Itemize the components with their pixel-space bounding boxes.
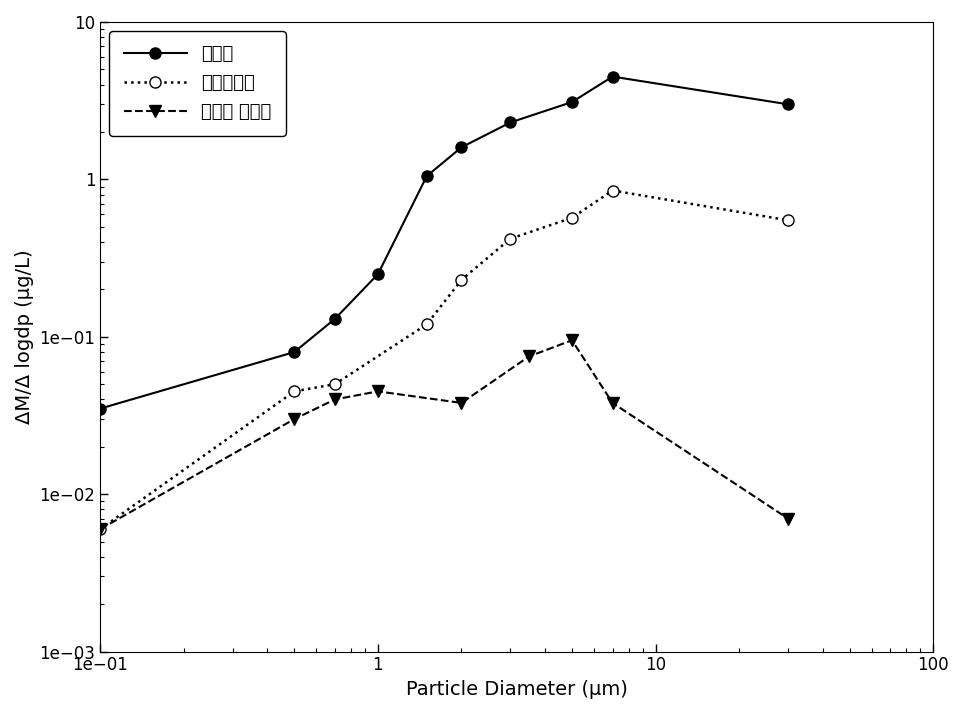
- 비회사일로: [94, 525, 106, 533]
- Y-axis label: ΔM/Δ logdp (μg/L): ΔM/Δ logdp (μg/L): [15, 249, 34, 424]
- 무연탄 하역장: [94, 525, 106, 533]
- 비회사일로: [329, 380, 340, 388]
- 비회사일로: [606, 186, 618, 195]
- Legend: 저탄장, 비회사일로, 무연탄 하역장: 저탄장, 비회사일로, 무연탄 하역장: [109, 31, 286, 136]
- 저탄장: [504, 119, 516, 127]
- Line: 비회사일로: 비회사일로: [94, 185, 793, 535]
- 무연탄 하역장: [456, 398, 468, 407]
- 비회사일로: [566, 213, 577, 222]
- 무연탄 하역장: [372, 387, 384, 396]
- 비회사일로: [456, 276, 468, 284]
- 비회사일로: [782, 216, 793, 224]
- 저탄장: [782, 100, 793, 109]
- 저탄장: [288, 348, 300, 356]
- 저탄장: [606, 72, 618, 81]
- 저탄장: [372, 270, 384, 278]
- 비회사일로: [504, 234, 516, 243]
- X-axis label: Particle Diameter (μm): Particle Diameter (μm): [406, 680, 628, 699]
- 저탄장: [329, 315, 340, 323]
- 비회사일로: [288, 387, 300, 396]
- 무연탄 하역장: [566, 336, 577, 345]
- 저탄장: [566, 98, 577, 106]
- 무연탄 하역장: [782, 514, 793, 523]
- 저탄장: [456, 143, 468, 151]
- 무연탄 하역장: [523, 352, 535, 361]
- Line: 무연탄 하역장: 무연탄 하역장: [94, 335, 793, 535]
- Line: 저탄장: 저탄장: [94, 71, 793, 414]
- 무연탄 하역장: [606, 398, 618, 407]
- 무연탄 하역장: [288, 415, 300, 423]
- 무연탄 하역장: [329, 395, 340, 403]
- 저탄장: [421, 172, 433, 181]
- 저탄장: [94, 404, 106, 413]
- 비회사일로: [421, 320, 433, 328]
